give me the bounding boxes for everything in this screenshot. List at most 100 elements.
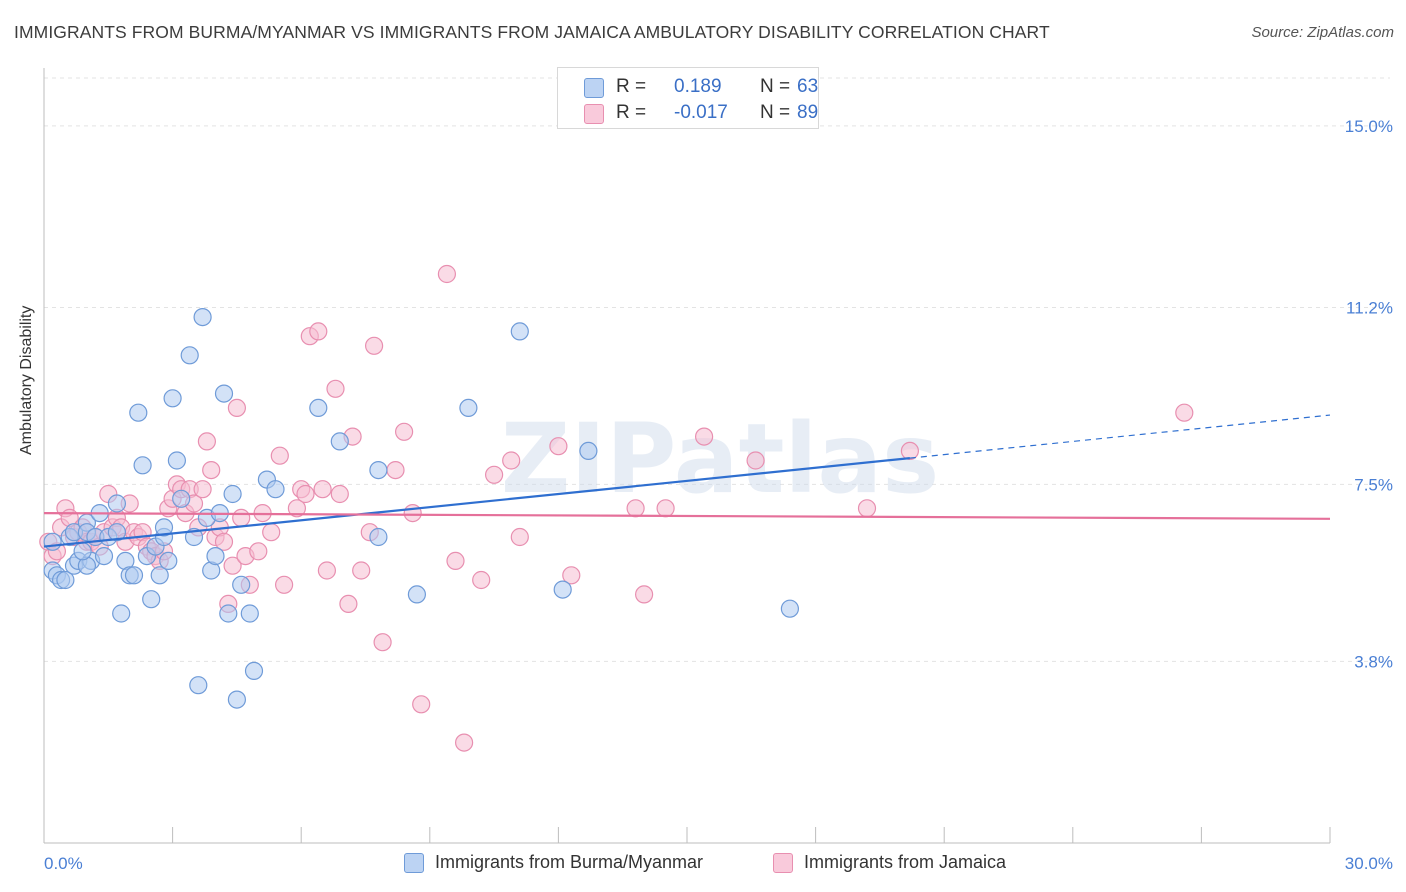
jamaica-point: [339, 594, 358, 614]
jamaica-point: [395, 422, 414, 441]
jamaica-point: [296, 484, 315, 504]
jamaica-point: [446, 551, 465, 571]
jamaica-point: [287, 499, 306, 518]
jamaica-point: [373, 633, 392, 652]
correlation-legend: R = 0.189 N = 63 R = -0.017 N = 89: [557, 67, 819, 129]
jamaica-trend-line: [43, 511, 1331, 520]
burma-point: [206, 546, 225, 566]
burma-point: [133, 456, 152, 475]
burma-point: [129, 403, 148, 422]
jamaica-point: [386, 461, 405, 480]
y-axis-label: Ambulatory Disability: [18, 305, 35, 455]
burma-point: [553, 580, 572, 599]
burma-point: [43, 532, 62, 551]
jamaica-point: [1175, 403, 1194, 422]
grid-layer: [44, 77, 1390, 662]
legend-r-value: 0.189: [674, 76, 722, 97]
burma-point: [369, 527, 388, 547]
jamaica-point: [202, 461, 221, 480]
legend-r-label: R =: [616, 76, 647, 97]
jamaica-point: [626, 499, 645, 518]
burma-point: [227, 690, 246, 709]
jamaica-point: [270, 446, 289, 465]
jamaica-point: [249, 542, 268, 561]
jamaica-point: [694, 427, 714, 446]
trend-layer: [43, 414, 1331, 548]
jamaica-point: [455, 733, 474, 752]
burma-point: [154, 518, 174, 537]
legend-n-value: 63: [797, 76, 819, 97]
burma-point: [223, 484, 242, 504]
legend-r-value: -0.017: [674, 102, 728, 123]
jamaica-point: [193, 480, 212, 499]
burma-point: [124, 566, 144, 585]
jamaica-point: [656, 499, 675, 518]
jamaica-point: [197, 432, 216, 451]
source-label: Source: ZipAtlas.com: [1251, 24, 1394, 41]
bottom-legend-label: Immigrants from Jamaica: [804, 852, 1007, 872]
burma-point: [579, 441, 598, 460]
burma-point: [73, 542, 92, 561]
burma-point: [232, 575, 251, 594]
burma-point: [193, 308, 212, 327]
jamaica-point: [562, 566, 581, 585]
jamaica-point: [412, 695, 431, 714]
burma-point: [107, 523, 127, 542]
burma-point: [180, 346, 199, 365]
burma-point: [94, 546, 114, 566]
bottom-legend-label: Immigrants from Burma/Myanmar: [435, 852, 704, 872]
y-tick-label: 3.8%: [1354, 652, 1393, 671]
jamaica-point: [857, 499, 877, 518]
jamaica-point: [275, 575, 294, 594]
jamaica-point: [502, 451, 521, 470]
jamaica-point: [223, 556, 242, 575]
burma-point: [266, 480, 285, 499]
jamaica-point: [232, 508, 251, 528]
burma-point: [112, 604, 131, 623]
burma-point: [780, 599, 800, 618]
tick-labels-layer: 3.8% 7.5% 11.2% 15.0% 0.0% 30.0%: [44, 117, 1393, 873]
burma-point: [214, 384, 234, 403]
burma-point: [172, 489, 191, 508]
jamaica-point: [485, 465, 504, 484]
x-tick-label: 0.0%: [44, 854, 83, 873]
legend-swatch-pink: [584, 104, 604, 124]
legend-n-label: N =: [760, 102, 791, 123]
x-tick-label: 30.0%: [1345, 854, 1393, 873]
jamaica-point: [326, 379, 345, 398]
jamaica-point: [549, 437, 568, 456]
bottom-legend-swatch-pink: [773, 853, 793, 873]
burma-point: [159, 551, 178, 571]
axis-layer: [43, 68, 1331, 844]
burma-point: [309, 398, 328, 417]
jamaica-point: [262, 523, 281, 542]
legend-r-label: R =: [616, 102, 647, 123]
chart-title: IMMIGRANTS FROM BURMA/MYANMAR VS IMMIGRA…: [14, 22, 1050, 42]
jamaica-point: [352, 561, 371, 580]
jamaica-point: [510, 527, 529, 547]
burma-point: [107, 494, 127, 513]
jamaica-point: [900, 441, 920, 460]
y-tick-label: 11.2%: [1346, 299, 1393, 318]
legend-n-value: 89: [797, 102, 819, 123]
burma-trend-line: [43, 457, 911, 548]
burma-point: [142, 590, 161, 609]
jamaica-point: [227, 398, 246, 417]
jamaica-point: [330, 484, 349, 504]
y-tick-label: 15.0%: [1345, 117, 1393, 136]
jamaica-point: [313, 480, 332, 499]
jamaica-point: [746, 451, 765, 470]
jamaica-point: [634, 585, 654, 604]
bottom-legend-swatch-blue: [404, 853, 424, 873]
burma-point: [150, 566, 169, 585]
jamaica-point: [317, 561, 336, 580]
burma-trend-extension: [909, 414, 1331, 459]
jamaica-point: [214, 532, 234, 551]
watermark: ZIPatlas: [501, 403, 940, 515]
burma-point: [167, 451, 186, 470]
burma-point: [219, 604, 238, 623]
legend-swatch-blue: [584, 78, 604, 98]
burma-point: [510, 322, 529, 341]
burma-point: [244, 661, 264, 681]
